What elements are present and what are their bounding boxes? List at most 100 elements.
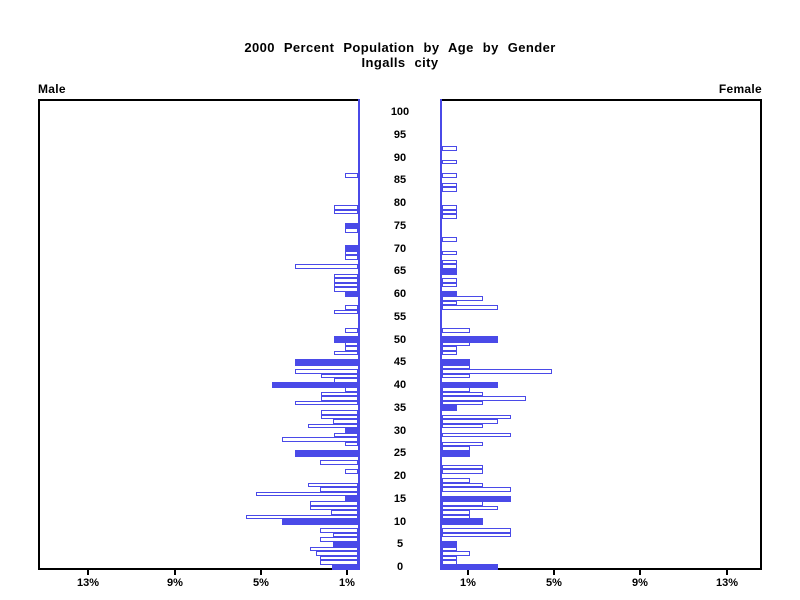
female-bar-age-66	[442, 264, 457, 269]
x-axis-tick-label-5%: 5%	[546, 577, 562, 589]
female-bar-age-37	[442, 396, 526, 401]
female-bar-age-83	[442, 187, 457, 192]
male-bar-age-23	[320, 460, 358, 465]
age-tick-label-65: 65	[393, 265, 407, 278]
male-bar-age-50	[334, 336, 358, 343]
female-bar-age-63	[442, 278, 457, 283]
female-bar-age-72	[442, 237, 457, 242]
age-tick-label-5: 5	[396, 538, 404, 551]
female-bar-age-78	[442, 209, 457, 215]
male-bar-age-41	[334, 378, 358, 383]
female-bar-age-13	[442, 505, 498, 511]
male-bar-age-13	[310, 505, 358, 511]
male-bar-age-64	[334, 273, 358, 279]
female-bar-age-62	[442, 282, 457, 288]
male-bar-age-38	[321, 391, 358, 397]
female-bar-age-59	[442, 296, 483, 301]
female-bar-age-21	[442, 469, 483, 474]
male-bar-age-18	[308, 482, 358, 488]
male-bar-age-43	[295, 369, 358, 374]
x-axis-tick-label-13%: 13%	[76, 577, 100, 589]
female-bar-age-18	[442, 482, 483, 488]
female-bar-age-84	[442, 182, 457, 188]
x-axis-tick	[726, 570, 728, 575]
age-tick-label-85: 85	[393, 174, 407, 187]
x-axis-tick-label-5%: 5%	[253, 577, 269, 589]
female-bar-age-77	[442, 214, 457, 219]
age-tick-label-95: 95	[393, 128, 407, 141]
female-bar-age-67	[442, 259, 457, 265]
x-axis-tick-label-1%: 1%	[339, 577, 355, 589]
female-bar-age-58	[442, 300, 457, 306]
female-bar-age-29	[442, 432, 511, 438]
female-frame-top	[440, 99, 762, 101]
male-frame-bottom	[38, 568, 360, 570]
female-bar-age-86	[442, 173, 457, 178]
female-bar-age-60	[442, 290, 457, 298]
age-tick-label-50: 50	[393, 333, 407, 346]
female-bar-age-31	[442, 423, 483, 429]
female-bar-age-42	[442, 373, 470, 379]
female-bar-age-57	[442, 305, 498, 310]
female-frame-right	[760, 99, 762, 570]
female-bar-age-79	[442, 205, 457, 210]
female-bar-age-27	[442, 441, 483, 447]
x-axis-tick-label-1%: 1%	[460, 577, 476, 589]
female-bar-age-12	[442, 510, 470, 515]
male-bar-age-28	[282, 437, 358, 442]
male-bar-age-45	[295, 359, 358, 366]
male-bar-age-63	[334, 278, 358, 283]
male-bar-age-37	[321, 396, 358, 401]
age-tick-label-60: 60	[393, 288, 407, 300]
age-tick-label-15: 15	[393, 492, 407, 505]
age-tick-label-10: 10	[393, 515, 407, 528]
female-age-axis	[440, 99, 442, 570]
female-bar-age-7	[442, 532, 511, 538]
male-side-header: Male	[38, 82, 66, 96]
female-bar-age-8	[442, 528, 511, 533]
female-bar-age-2	[442, 555, 457, 561]
male-bar-age-7	[333, 532, 358, 538]
female-bar-age-32	[442, 419, 498, 424]
male-bar-age-86	[345, 173, 358, 178]
male-bar-age-14	[310, 501, 358, 506]
female-bar-age-19	[442, 478, 470, 483]
male-bar-age-3	[316, 551, 358, 556]
female-bar-age-5	[442, 541, 457, 548]
x-axis-tick-label-9%: 9%	[167, 577, 183, 589]
male-bar-age-56	[334, 309, 358, 315]
male-age-axis	[358, 99, 360, 570]
female-bar-age-1	[442, 560, 457, 565]
male-bar-age-8	[320, 528, 358, 533]
male-bar-age-32	[333, 419, 358, 424]
chart-subtitle: Ingalls city	[361, 55, 439, 70]
male-frame-left	[38, 99, 40, 570]
male-bar-age-68	[345, 255, 358, 260]
female-bar-age-43	[442, 369, 552, 374]
male-bar-age-31	[308, 423, 358, 429]
male-bar-age-6	[320, 537, 358, 542]
male-bar-age-21	[345, 469, 358, 474]
female-bar-age-26	[442, 446, 470, 451]
age-tick-label-40: 40	[393, 379, 407, 391]
female-bar-age-92	[442, 146, 457, 151]
female-frame-bottom	[440, 568, 762, 570]
male-bar-age-16	[256, 491, 358, 497]
male-bar-age-36	[295, 400, 358, 406]
age-tick-label-35: 35	[393, 401, 407, 414]
male-bar-age-52	[345, 328, 358, 333]
female-bar-age-22	[442, 464, 483, 470]
female-bar-age-0	[442, 563, 498, 571]
age-tick-label-80: 80	[393, 197, 407, 209]
female-bar-age-89	[442, 159, 457, 165]
male-bar-age-75	[345, 222, 358, 229]
female-bar-age-45	[442, 359, 470, 366]
male-bar-age-48	[345, 346, 358, 351]
age-tick-label-20: 20	[393, 470, 407, 482]
age-tick-label-55: 55	[393, 310, 407, 323]
male-bar-age-1	[320, 560, 358, 565]
male-bar-age-11	[246, 514, 358, 520]
x-axis-tick	[346, 570, 348, 575]
male-bar-age-40	[272, 381, 358, 389]
